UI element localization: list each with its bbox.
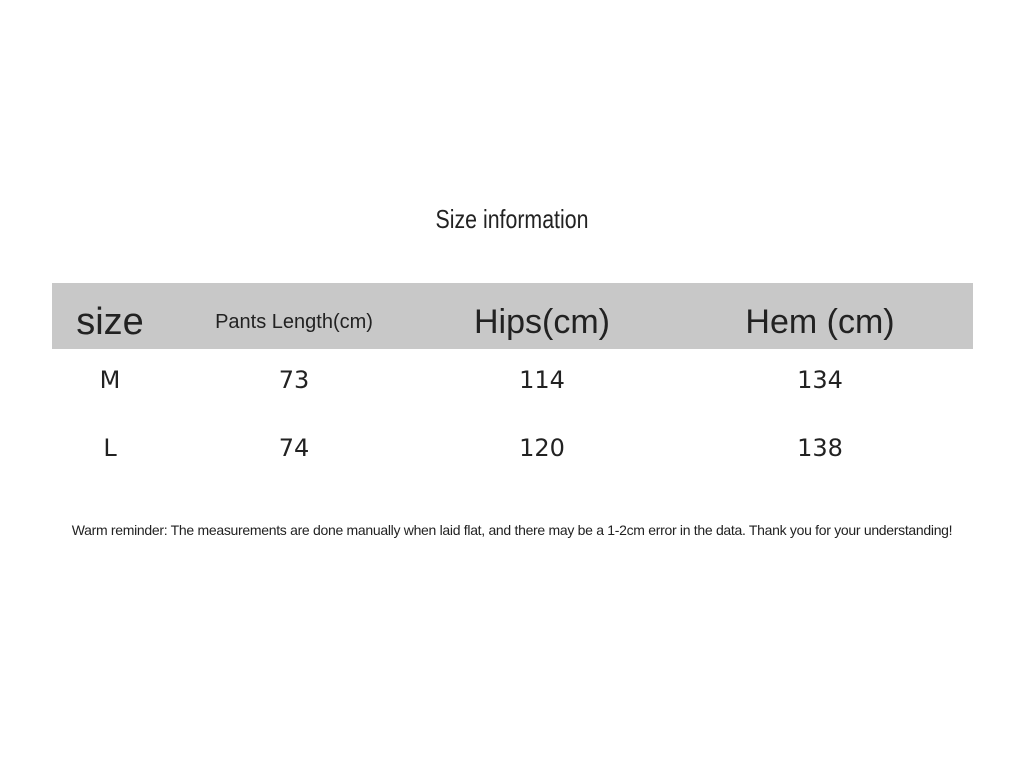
table-cell: 138: [797, 434, 843, 462]
title: Size information: [435, 204, 589, 234]
note: Warm reminder: The measurements are done…: [71, 522, 953, 538]
header-cell: Hips(cm): [474, 303, 610, 342]
header-cell: Pants Length(cm): [215, 311, 373, 333]
table-cell: L: [103, 434, 117, 462]
table-cell: 120: [519, 434, 565, 462]
table-cell: 74: [278, 434, 310, 462]
table-cell: M: [99, 366, 121, 394]
table-cell: 114: [519, 366, 565, 394]
header-cell: Hem (cm): [745, 303, 895, 342]
table-cell: 73: [278, 366, 310, 394]
table-cell: 134: [797, 366, 843, 394]
header-cell: size: [76, 301, 144, 344]
header-bar: [52, 283, 973, 349]
